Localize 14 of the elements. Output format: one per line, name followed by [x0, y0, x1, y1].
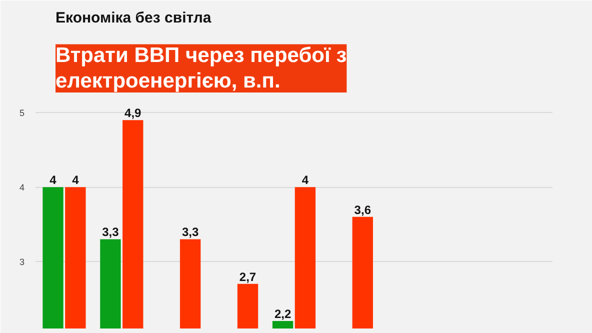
y-tick-label: 3 — [19, 257, 25, 268]
data-label: 2,7 — [239, 270, 256, 284]
data-label: 4 — [72, 173, 80, 188]
data-label: 4,9 — [124, 106, 142, 120]
y-tick-label: 5 — [19, 108, 25, 118]
data-label: 3,6 — [354, 202, 372, 217]
y-tick-label: 4 — [19, 182, 25, 193]
data-label: 3,3 — [182, 225, 199, 240]
data-label: 2,2 — [274, 307, 292, 322]
data-label: 4 — [50, 173, 57, 188]
data-label: 3,3 — [102, 225, 120, 240]
chart-subtitle: Економіка без світла — [56, 10, 212, 26]
chart-title: Втрати ВВП через перебої з електроенергією, в.п. — [56, 44, 347, 92]
data-label: 4 — [302, 173, 309, 188]
